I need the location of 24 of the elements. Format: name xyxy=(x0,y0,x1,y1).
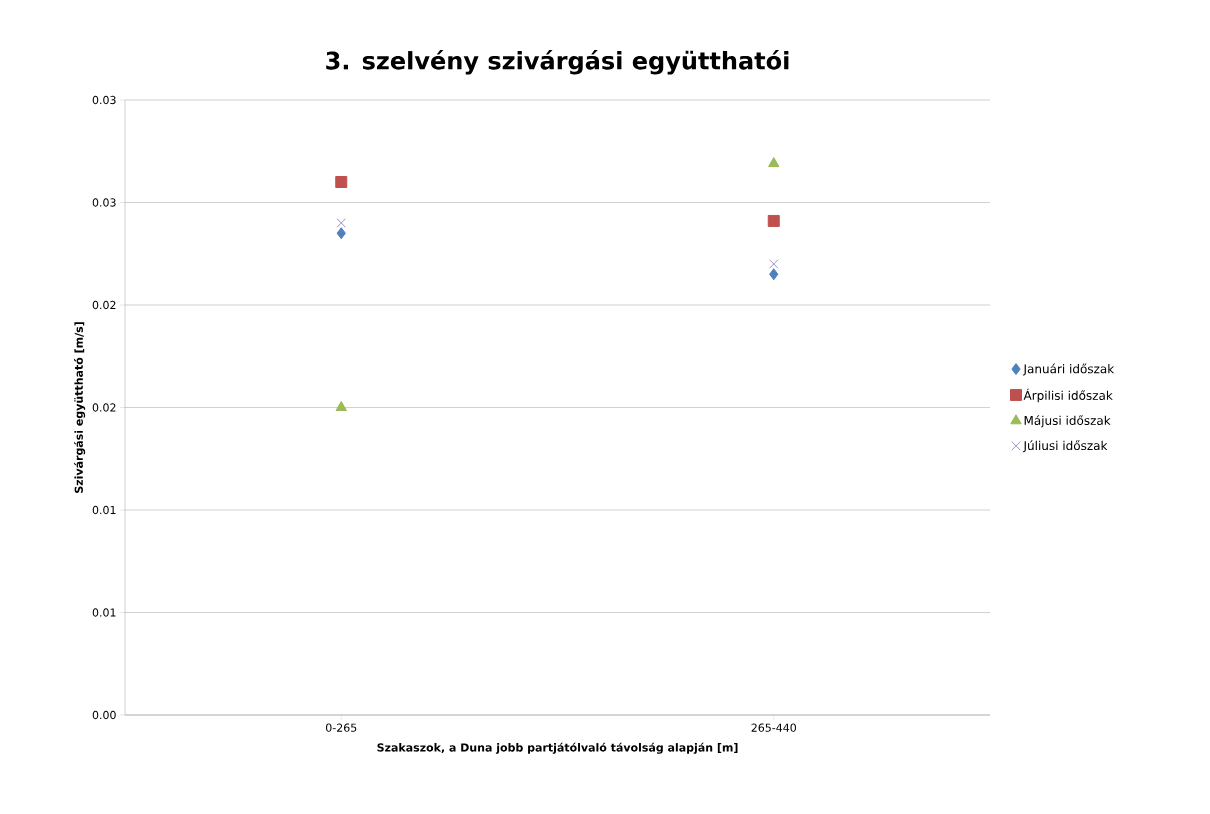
point xyxy=(335,176,348,188)
point xyxy=(335,401,347,411)
x-tick-label: 0-265 xyxy=(325,723,357,732)
y-tick-label: 0.00 xyxy=(92,710,116,720)
y-tick-label: 0.02 xyxy=(92,300,116,310)
legend-label: Májusi időszak xyxy=(1024,415,1111,428)
y-tick-label: 0.01 xyxy=(92,505,116,515)
legend-label: Árpilisi időszak xyxy=(1023,388,1113,403)
legend-label: Júliusi időszak xyxy=(1022,440,1108,453)
legend-label: Januári időszak xyxy=(1022,363,1115,376)
point xyxy=(769,268,779,281)
point xyxy=(336,218,346,228)
x-axis-title: Szakaszok, a Duna jobb partjátólvaló távolság alapján [m] xyxy=(377,742,738,754)
x-tick-label: 265-440 xyxy=(751,723,796,732)
point xyxy=(767,214,780,227)
chart-title: 3. szelvény szivárgási együtthatói xyxy=(326,50,789,75)
point xyxy=(769,259,779,269)
y-tick-label: 0.03 xyxy=(92,95,116,105)
point xyxy=(768,157,780,168)
y-axis-title: Szivárgási együttható [m/s] xyxy=(73,322,86,493)
point xyxy=(336,227,346,240)
y-tick-label: 0.01 xyxy=(92,608,116,617)
y-tick-label: 0.03 xyxy=(92,198,116,207)
y-tick-label: 0.02 xyxy=(92,403,116,412)
